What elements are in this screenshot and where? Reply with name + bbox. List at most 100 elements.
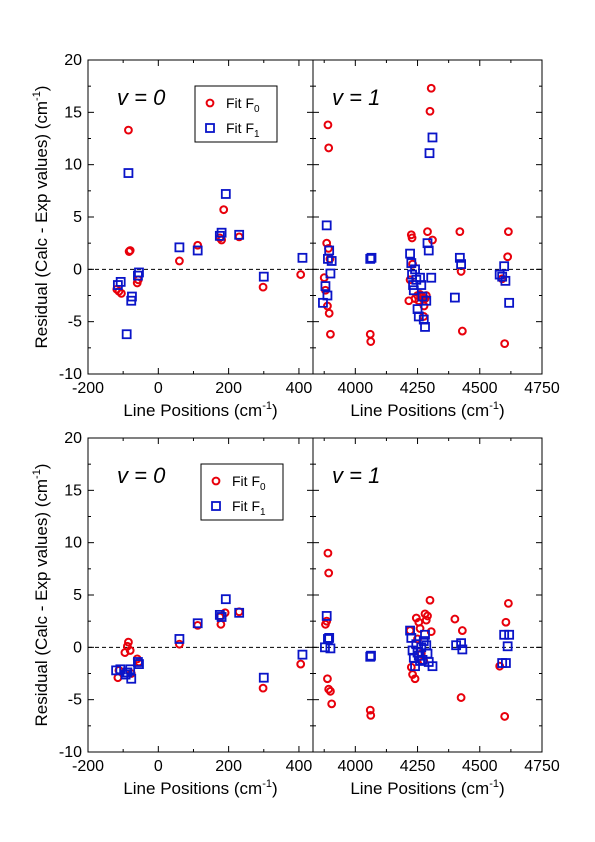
x-axis-label: Line Positions (cm-1) — [123, 400, 277, 420]
x-tick-label: 4750 — [524, 380, 560, 397]
panel-title: v = 0 — [117, 463, 166, 488]
point-f0 — [455, 227, 465, 237]
point-f1 — [320, 281, 331, 291]
point-f1 — [322, 290, 333, 301]
y-tick-label: 5 — [73, 209, 82, 226]
point-f0 — [501, 617, 511, 627]
point-f1 — [127, 291, 137, 302]
point-f0 — [324, 308, 334, 318]
point-f1 — [405, 248, 415, 259]
point-f1 — [123, 168, 134, 178]
x-axis-label: Line Positions (cm-1) — [123, 778, 277, 798]
point-f1 — [220, 594, 231, 605]
point-f0 — [323, 548, 333, 558]
y-tick-label: 15 — [64, 104, 82, 121]
point-f0 — [321, 619, 330, 629]
x-tick-label: -200 — [72, 758, 104, 775]
point-f1 — [324, 245, 335, 256]
y-tick-label: 20 — [64, 52, 82, 69]
point-f1 — [174, 634, 185, 644]
y-tick-label: 5 — [73, 587, 82, 604]
point-f0 — [503, 227, 513, 237]
point-f1 — [216, 227, 227, 238]
point-f0 — [405, 626, 415, 635]
point-f0 — [450, 614, 460, 624]
point-f1 — [417, 654, 428, 665]
legend-marker-circle — [205, 98, 215, 108]
point-f0 — [366, 710, 376, 720]
y-tick-label: -10 — [59, 366, 82, 383]
x-tick-label: 4500 — [462, 380, 498, 397]
point-f0 — [326, 329, 335, 339]
x-tick-label: 200 — [215, 758, 242, 775]
point-f0 — [421, 615, 431, 625]
x-tick-label: 400 — [286, 380, 313, 397]
point-f0 — [426, 83, 436, 93]
point-f1 — [126, 673, 137, 684]
x-tick-label: 4000 — [338, 758, 374, 775]
y-tick-label: -5 — [68, 692, 82, 709]
point-f1 — [449, 292, 460, 303]
point-f1 — [408, 285, 419, 296]
x-axis-label: Line Positions (cm-1) — [350, 778, 504, 798]
point-f1 — [456, 638, 467, 649]
x-axis-label: Line Positions (cm-1) — [350, 400, 504, 420]
point-f0 — [175, 256, 184, 266]
point-f1 — [457, 644, 468, 655]
point-f0 — [219, 205, 229, 215]
point-f1 — [406, 633, 417, 643]
point-f0 — [407, 233, 417, 243]
y-tick-label: -10 — [59, 744, 82, 761]
point-f1 — [234, 607, 245, 618]
point-f1 — [321, 220, 332, 231]
panel-bottom-right: 4000 4250 4500 4750 v = 1 Line Positions (cm-… — [312, 437, 560, 798]
point-f0 — [457, 326, 467, 336]
y-axis-label-top: Residual (Calc - Exp values) (cm-1) — [31, 86, 51, 349]
point-f1 — [324, 633, 335, 643]
point-f1 — [427, 132, 438, 143]
legend-label: Fit F0 — [232, 473, 266, 493]
point-f1 — [500, 275, 511, 286]
point-f0 — [216, 619, 226, 629]
point-f0 — [365, 705, 375, 715]
point-f0 — [113, 673, 123, 683]
point-f0 — [415, 624, 425, 633]
point-f1 — [214, 609, 225, 620]
legend-marker-square — [211, 501, 221, 511]
point-f0 — [457, 626, 467, 635]
y-tick-label: 0 — [73, 639, 82, 656]
point-f0 — [365, 329, 375, 339]
legend-marker-circle — [211, 476, 221, 486]
point-f1 — [192, 245, 203, 256]
point-f0 — [324, 143, 334, 153]
panel-top-right: 4000 4250 4500 4750 v = 1 Line Positions (cm-… — [312, 59, 560, 420]
point-f1 — [133, 657, 143, 667]
legend: Fit F0 Fit F1 — [200, 463, 284, 521]
point-f1 — [420, 629, 430, 640]
point-f1 — [410, 661, 420, 672]
point-f0 — [116, 289, 126, 298]
point-f0 — [125, 646, 135, 655]
point-f0 — [323, 120, 333, 130]
point-f0 — [324, 568, 334, 578]
point-f1 — [416, 642, 427, 653]
point-f0 — [125, 246, 135, 255]
legend-label: Fit F0 — [226, 95, 260, 115]
point-f1 — [234, 229, 245, 240]
point-f1 — [420, 321, 430, 332]
point-f1 — [416, 280, 427, 290]
point-f1 — [456, 259, 467, 270]
point-f1 — [504, 629, 515, 640]
y-tick-label: 15 — [64, 482, 82, 499]
point-f0 — [258, 282, 268, 292]
y-tick-label: 0 — [73, 261, 82, 278]
x-tick-label: 200 — [215, 380, 242, 397]
point-f1 — [134, 267, 144, 278]
x-tick-label: 400 — [286, 758, 313, 775]
point-f1 — [323, 634, 333, 644]
legend: Fit F0 Fit F1 — [194, 85, 278, 143]
point-f1 — [192, 618, 203, 629]
